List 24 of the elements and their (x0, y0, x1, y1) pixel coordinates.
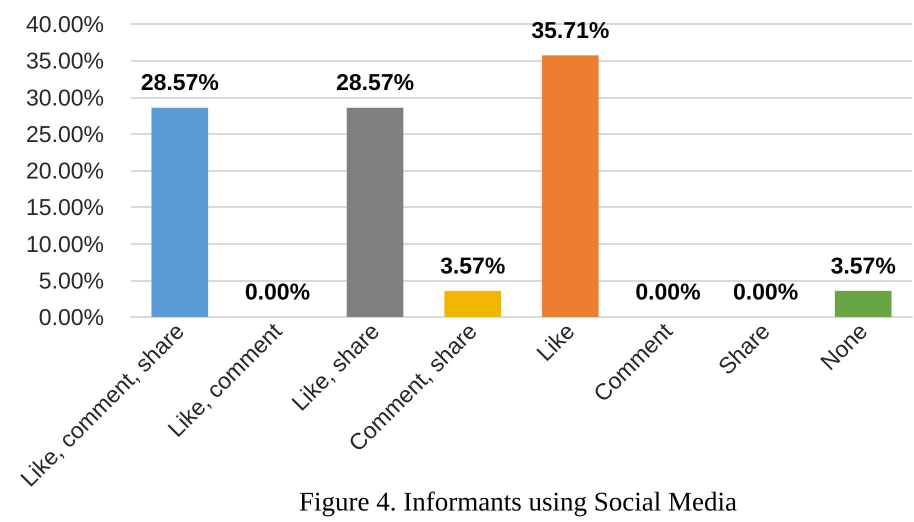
data-label: 0.00% (732, 278, 798, 304)
data-label: 28.57% (140, 69, 219, 96)
y-tick-label: 40.00% (26, 11, 104, 37)
y-tick-label: 25.00% (26, 120, 104, 147)
y-tick-label: 15.00% (26, 194, 104, 220)
y-tick-label: 30.00% (26, 84, 104, 110)
x-tick-label: Like (531, 318, 580, 366)
bar (152, 108, 208, 317)
y-tick-label: 35.00% (26, 48, 104, 74)
bar (346, 108, 404, 317)
bar (444, 290, 501, 317)
data-label: 35.71% (531, 16, 610, 43)
data-label: 3.57% (830, 252, 896, 278)
data-label: 28.57% (336, 69, 414, 96)
y-tick-label: 20.00% (26, 158, 104, 184)
data-label: 0.00% (244, 278, 310, 304)
data-label: 0.00% (635, 278, 701, 304)
text: Figure 4. Informants using Social Media (299, 486, 737, 516)
bar (542, 55, 599, 317)
data-label: 3.57% (440, 252, 506, 278)
bar (834, 290, 892, 317)
y-tick-label: 5.00% (38, 267, 104, 294)
y-tick-label: 0.00% (38, 304, 104, 330)
y-tick-label: 10.00% (26, 230, 104, 257)
